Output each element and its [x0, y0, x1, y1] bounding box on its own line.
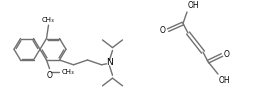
- Text: O: O: [224, 50, 230, 59]
- Text: N: N: [106, 58, 113, 67]
- Text: O: O: [160, 26, 166, 35]
- Text: CH₃: CH₃: [42, 17, 55, 23]
- Text: OH: OH: [219, 76, 231, 85]
- Text: CH₃: CH₃: [62, 69, 74, 75]
- Text: OH: OH: [188, 1, 200, 10]
- Text: O: O: [47, 71, 53, 80]
